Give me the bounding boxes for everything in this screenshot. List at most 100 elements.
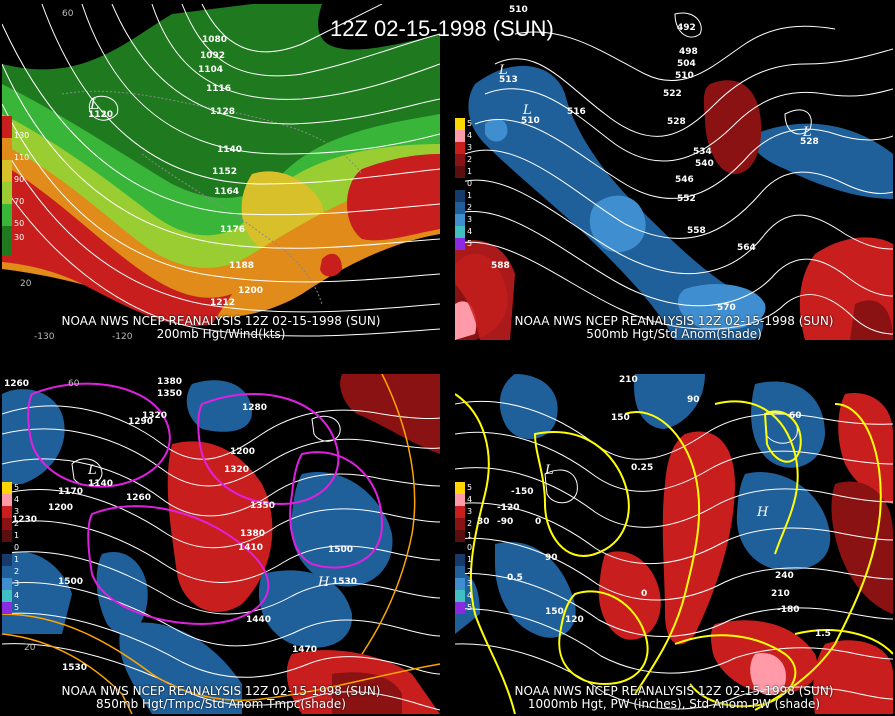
svg-text:1: 1 [467,167,472,176]
contour-label: 1.5 [815,629,831,639]
contour-label: 1350 [250,501,275,511]
contour-label: 1164 [214,187,239,197]
contour-label: 0 [641,589,647,599]
panel-caption: 200mb Hgt/Wind(kts) [156,327,286,341]
contour-label: -180 [777,605,800,615]
anomaly-legend: 5 4 3 2 1 0 1 2 3 4 5 [455,482,472,614]
panel-source: NOAA NWS NCEP REANALYSIS 12Z 02-15-1998 … [61,684,381,698]
contour-label: 492 [677,23,696,33]
svg-text:2: 2 [467,203,472,212]
contour-label: 1140 [88,479,113,489]
low-pressure-marker: L [89,97,99,113]
panel-1000mb-pw: 210 150 90 60 -150 -120 -90 30 0 0.25 0.… [455,374,893,714]
contour-label: -150 [511,487,534,497]
contour-label: 1320 [224,465,249,475]
low-pressure-marker: L [522,103,532,118]
contour-label: 210 [771,589,790,599]
lat-label: 20 [20,279,32,289]
contour-label: 510 [509,5,528,15]
contour-label: 60 [789,411,802,421]
contour-label: 240 [775,571,794,581]
contour-label: 1530 [332,577,357,587]
svg-text:5: 5 [14,603,19,612]
contour-label: 528 [667,117,686,127]
contour-label: 90 [545,553,558,563]
contour-label: 1212 [210,298,235,308]
svg-text:2: 2 [14,519,19,528]
contour-label: 1470 [292,645,317,655]
svg-text:4: 4 [467,591,472,600]
svg-text:70: 70 [14,197,24,206]
lat-label: 60 [68,379,80,389]
panel-500mb-anom: 510 492 498 504 510 516 522 528 534 540 … [455,4,893,344]
svg-text:1: 1 [467,531,472,540]
wind-legend: 130 110 90 70 50 30 [2,116,29,256]
svg-text:2: 2 [467,567,472,576]
contour-label: 1320 [142,411,167,421]
svg-text:1: 1 [467,191,472,200]
contour-label: 0 [535,517,541,527]
contour-label: 534 [693,147,712,157]
contour-label: 150 [611,413,630,423]
contour-label: 540 [695,159,714,169]
contour-label: -120 [497,503,520,513]
lon-label: -120 [112,332,133,342]
contour-label: 1080 [202,35,227,45]
contour-label: 1230 [12,515,37,525]
panel-caption: 1000mb Hgt, PW (inches), Std Anom PW (sh… [527,697,821,711]
svg-text:130: 130 [14,131,29,140]
contour-label: 1500 [58,577,83,587]
low-pressure-marker: L [544,463,554,478]
panel-caption: 500mb Hgt/Std Anom(shade) [586,327,762,341]
contour-label: 510 [675,71,694,81]
svg-text:30: 30 [14,233,24,242]
contour-label: 1188 [229,261,254,271]
svg-text:1: 1 [14,531,19,540]
panel-source: NOAA NWS NCEP REANALYSIS 12Z 02-15-1998 … [514,314,834,328]
map-200mb: 1080 1092 1104 1116 1128 1140 1152 1164 … [2,4,440,344]
svg-text:5: 5 [467,239,472,248]
svg-text:0: 0 [14,543,19,552]
panel-caption: 850mb Hgt/Tmpc/Std Anom Tmpc(shade) [96,697,346,711]
contour-label: 1176 [220,225,245,235]
svg-text:0: 0 [467,543,472,552]
svg-text:4: 4 [467,227,472,236]
svg-text:5: 5 [14,483,19,492]
contour-label: 150 [545,607,564,617]
contour-label: 1092 [200,51,225,61]
contour-label: 30 [477,517,490,527]
svg-text:110: 110 [14,153,29,162]
low-pressure-marker: L [802,125,812,140]
contour-label: 1200 [238,286,263,296]
contour-label: 570 [717,303,736,313]
contour-label: 516 [567,107,586,117]
contour-label: 0.25 [631,463,653,473]
svg-text:3: 3 [14,579,19,588]
svg-text:3: 3 [467,579,472,588]
contour-label: 1104 [198,65,223,75]
contour-label: 564 [737,243,756,253]
low-pressure-marker: L [498,63,508,78]
high-pressure-marker: H [756,505,769,520]
page-title: 12Z 02-15-1998 (SUN) [330,16,554,41]
svg-text:0: 0 [467,179,472,188]
contour-label: 1410 [238,543,263,553]
contour-label: 552 [677,194,696,204]
panel-source: NOAA NWS NCEP REANALYSIS 12Z 02-15-1998 … [61,314,381,328]
svg-text:2: 2 [467,519,472,528]
svg-text:4: 4 [14,591,19,600]
lat-label: 60 [62,9,74,19]
contour-label: 522 [663,89,682,99]
contour-label: 1260 [4,379,29,389]
contour-label: 1500 [328,545,353,555]
svg-text:90: 90 [14,175,24,184]
contour-label: 1200 [230,447,255,457]
low-label: 1120 [88,110,113,120]
svg-text:3: 3 [467,507,472,516]
svg-text:1: 1 [14,555,19,564]
contour-label: 120 [565,615,584,625]
contour-label: 1280 [242,403,267,413]
panel-source: NOAA NWS NCEP REANALYSIS 12Z 02-15-1998 … [514,684,834,698]
lon-label: -130 [34,332,55,342]
svg-text:3: 3 [14,507,19,516]
